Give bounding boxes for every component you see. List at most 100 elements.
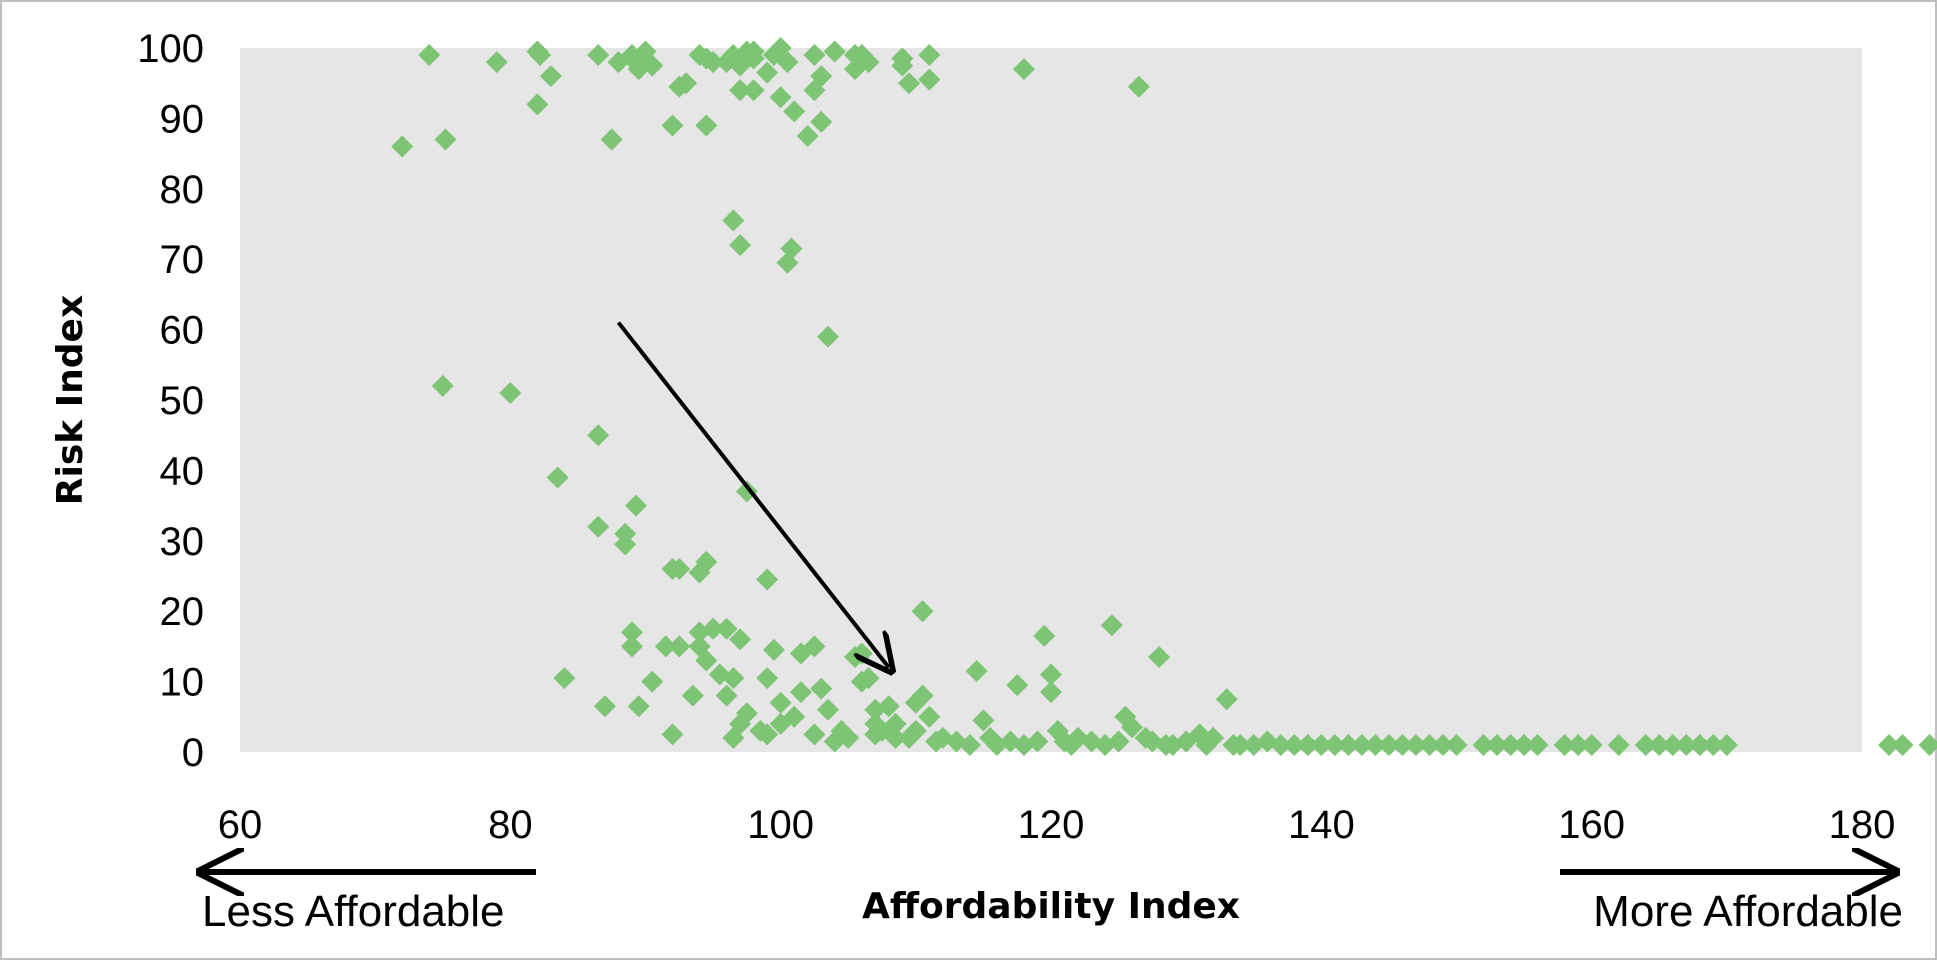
- data-point: [816, 325, 839, 348]
- data-point: [1100, 614, 1123, 637]
- data-point: [1567, 733, 1590, 756]
- data-point: [796, 125, 819, 147]
- data-point: [877, 695, 900, 718]
- data-point: [857, 51, 880, 74]
- less-affordable-label: Less Affordable: [202, 887, 505, 936]
- y-axis-ticks: 0 10 20 30 40 50 60 70 80 90 100: [137, 27, 204, 775]
- data-point: [837, 726, 860, 749]
- data-point: [918, 44, 941, 67]
- x-tick-label: 120: [1018, 803, 1085, 847]
- data-point: [1377, 733, 1400, 756]
- data-point: [965, 660, 988, 683]
- data-point: [1269, 733, 1292, 756]
- y-tick-label: 30: [160, 520, 205, 564]
- data-point: [1431, 733, 1454, 756]
- data-point: [1607, 733, 1630, 756]
- data-point: [722, 209, 745, 232]
- data-point: [783, 100, 806, 123]
- data-point: [911, 684, 934, 707]
- data-point: [810, 677, 833, 700]
- data-point: [756, 723, 779, 746]
- y-tick-label: 20: [160, 590, 205, 634]
- data-point: [1364, 733, 1387, 756]
- data-point: [1675, 733, 1698, 756]
- data-point: [1296, 733, 1319, 756]
- y-tick-label: 100: [137, 27, 204, 71]
- data-point: [529, 44, 552, 67]
- data-point: [918, 68, 941, 91]
- data-point: [627, 58, 650, 81]
- data-point: [823, 40, 846, 63]
- data-point: [600, 128, 623, 151]
- data-point: [1404, 733, 1427, 756]
- data-point: [1006, 674, 1029, 697]
- data-point: [735, 702, 758, 725]
- y-tick-label: 80: [160, 168, 205, 212]
- data-point: [715, 617, 738, 640]
- data-point: [431, 374, 454, 397]
- data-point: [1661, 733, 1684, 756]
- data-point: [1040, 681, 1062, 704]
- data-point: [702, 51, 725, 74]
- data-point: [418, 44, 441, 67]
- data-point: [918, 705, 941, 728]
- data-point: [1445, 733, 1468, 756]
- data-point: [695, 649, 718, 672]
- data-point: [776, 51, 799, 74]
- data-point: [1918, 733, 1937, 756]
- data-point: [972, 709, 995, 732]
- x-axis-ticks: 60 80 100 120 140 160 180: [218, 803, 1896, 847]
- data-point: [722, 667, 745, 690]
- data-point: [1580, 733, 1603, 756]
- x-axis-title: Affordability Index: [862, 886, 1240, 927]
- data-point: [620, 635, 643, 658]
- data-point: [1012, 58, 1035, 81]
- data-point: [654, 635, 677, 658]
- x-tick-label: 80: [488, 803, 533, 847]
- data-point: [715, 684, 738, 707]
- data-point: [891, 54, 914, 77]
- data-point: [780, 237, 803, 260]
- data-point: [1033, 624, 1056, 647]
- data-point: [526, 93, 549, 116]
- data-point: [1513, 733, 1536, 756]
- data-point: [1107, 730, 1130, 753]
- data-point: [625, 494, 648, 517]
- data-point: [1202, 726, 1225, 749]
- data-point: [485, 51, 508, 74]
- data-point: [762, 638, 785, 661]
- data-point: [695, 550, 718, 573]
- data-point: [729, 79, 752, 102]
- plot-area: [240, 48, 1862, 752]
- data-point: [1283, 733, 1306, 756]
- data-point: [1634, 733, 1657, 756]
- data-point: [1526, 733, 1549, 756]
- data-point: [641, 54, 664, 77]
- data-point: [620, 621, 643, 644]
- data-point: [695, 114, 718, 137]
- data-point: [593, 695, 616, 718]
- data-point: [1148, 645, 1171, 668]
- y-tick-label: 40: [160, 449, 205, 493]
- data-point: [810, 65, 833, 88]
- data-point: [1891, 733, 1914, 756]
- data-point: [641, 670, 664, 693]
- data-point: [1553, 733, 1576, 756]
- data-point: [661, 723, 684, 746]
- data-point: [1310, 733, 1333, 756]
- data-point: [904, 719, 927, 742]
- data-point: [668, 557, 691, 580]
- data-point: [499, 381, 522, 404]
- x-tick-label: 180: [1829, 803, 1896, 847]
- data-point: [1418, 733, 1441, 756]
- y-tick-label: 10: [160, 661, 205, 705]
- data-point: [958, 733, 981, 756]
- y-tick-label: 50: [160, 379, 205, 423]
- data-point: [783, 705, 806, 728]
- x-tick-label: 100: [747, 803, 814, 847]
- data-point: [1229, 733, 1252, 756]
- data-point: [1472, 733, 1495, 756]
- data-point: [661, 114, 684, 137]
- data-point: [803, 44, 826, 67]
